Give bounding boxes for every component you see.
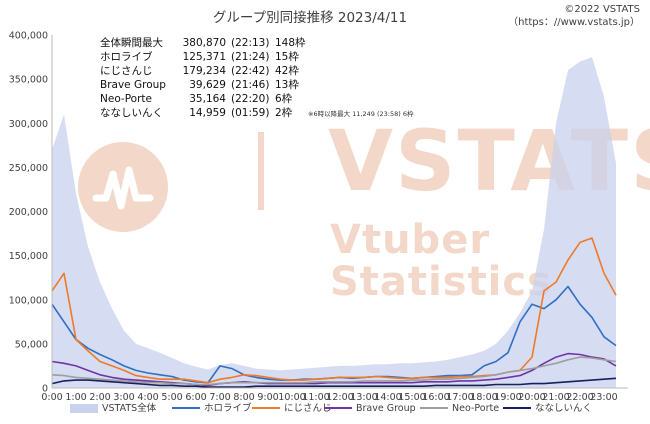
series-line-brave-group <box>51 352 617 387</box>
stats-time: (22:13) <box>231 37 269 49</box>
stats-slots: 2枠 <box>275 106 293 119</box>
x-tick-label: 1:00 <box>65 392 86 403</box>
x-tick-label: 7:00 <box>209 392 230 403</box>
x-tick-label: 18:00 <box>470 392 497 403</box>
x-tick-label: 3:00 <box>113 392 134 403</box>
watermark-logo-icon <box>78 142 168 232</box>
stats-row-hololive: ホロライブ 125,371 (21:24) 15枠 <box>100 50 299 63</box>
x-tick-label: 9:00 <box>257 392 278 403</box>
legend-label: Neo-Porte <box>452 403 499 414</box>
legend-swatch <box>70 404 98 413</box>
legend-item-nijisanji: にじさんじ <box>252 403 332 414</box>
x-tick-label: 13:00 <box>350 392 377 403</box>
legend-item-total: VSTATS全体 <box>70 402 157 414</box>
stats-time: (01:59) <box>231 107 269 119</box>
x-tick-label: 21:00 <box>542 392 569 403</box>
legend-label: Brave Group <box>356 403 416 414</box>
x-tick-label: 12:00 <box>326 392 353 403</box>
legend-item-nanashi-inc: ななしいんく <box>503 403 592 414</box>
legend-item-brave-group: Brave Group <box>324 403 416 414</box>
stats-slots: 15枠 <box>275 50 299 63</box>
series-area-total <box>52 57 616 388</box>
stats-slots: 42枠 <box>275 64 299 77</box>
stats-slots: 6枠 <box>275 92 293 105</box>
stats-row-brave-group: Brave Group 39,629 (21:46) 13枠 <box>100 78 299 91</box>
stats-note: ※6時以降最大 11,249 (23:58) 6枠 <box>308 109 414 118</box>
stats-value: 380,870 <box>183 37 226 49</box>
stats-row-neo-porte: Neo-Porte 35,164 (22:20) 6枠 <box>100 92 293 105</box>
site-url-text: （https：//www.vstats.jp） <box>508 16 640 28</box>
x-tick-label: 10:00 <box>278 392 305 403</box>
stats-row-nanashi-inc: ななしいんく 14,959 (01:59) 2枠 <box>100 106 293 119</box>
chart-title: グループ別同接推移 2023/4/11 <box>213 9 407 26</box>
stats-label: Neo-Porte <box>100 93 152 105</box>
y-tick-label: 250,000 <box>9 163 48 174</box>
x-axis: 0:00 1:00 2:00 3:00 4:00 5:00 6:00 7:00 8:00 9:00… <box>41 387 628 403</box>
x-tick-label: 4:00 <box>137 392 158 403</box>
stats-value: 179,234 <box>183 65 227 77</box>
stats-time: (21:46) <box>231 79 269 91</box>
y-tick-label: 200,000 <box>9 207 48 218</box>
x-tick-label: 2:00 <box>89 392 110 403</box>
x-tick-label: 15:00 <box>398 392 425 403</box>
y-tick-label: 150,000 <box>9 251 48 262</box>
x-tick-label: 20:00 <box>518 392 545 403</box>
x-tick-label: 5:00 <box>161 392 182 403</box>
stats-time: (22:20) <box>231 93 269 105</box>
legend-label: ななしいんく <box>535 403 592 414</box>
y-tick-label: 300,000 <box>9 119 48 130</box>
x-tick-label: 23:00 <box>590 392 617 403</box>
x-tick-label: 14:00 <box>374 392 401 403</box>
stats-slots: 13枠 <box>275 78 299 91</box>
stats-value: 39,629 <box>189 79 226 91</box>
stats-label: ななしいんく <box>100 107 163 119</box>
x-tick-label: 17:00 <box>446 392 473 403</box>
stats-value: 14,959 <box>189 107 226 119</box>
x-tick-label: 6:00 <box>185 392 206 403</box>
stats-value: 35,164 <box>189 93 226 105</box>
x-tick-label: 11:00 <box>302 392 329 403</box>
y-tick-label: 50,000 <box>15 339 48 350</box>
x-tick-label: 16:00 <box>422 392 449 403</box>
stats-label: 全体瞬間最大 <box>100 36 163 49</box>
series-line-neo-porte <box>51 356 617 386</box>
plot-area <box>51 57 617 388</box>
legend-label: ホロライブ <box>204 402 252 414</box>
x-tick-label: 22:00 <box>566 392 593 403</box>
y-tick-label: 0 <box>42 384 48 395</box>
x-tick-label: 0:00 <box>41 392 62 403</box>
y-tick-label: 100,000 <box>9 295 48 306</box>
stats-label: ホロライブ <box>100 50 153 63</box>
y-axis: 400,000 350,000 300,000 250,000 200,000 150,0… <box>9 31 53 395</box>
copyright-text: ©2022 VSTATS <box>564 4 640 15</box>
stats-label: にじさんじ <box>100 65 153 77</box>
stats-time: (21:24) <box>231 51 269 63</box>
y-tick-label: 400,000 <box>9 31 48 42</box>
stats-row-nijisanji: にじさんじ 179,234 (22:42) 42枠 <box>100 64 299 77</box>
legend-item-hololive: ホロライブ <box>172 402 252 414</box>
stats-table-bg <box>96 34 452 122</box>
legend-item-neo-porte: Neo-Porte <box>420 403 499 414</box>
legend-label: VSTATS全体 <box>102 402 157 414</box>
series-line-nanashi-inc <box>51 377 617 388</box>
stats-row-total: 全体瞬間最大 380,870 (22:13) 148枠 <box>100 36 306 49</box>
watermark-divider <box>258 132 264 210</box>
watermark-line1: Vtuber <box>330 217 490 263</box>
stats-value: 125,371 <box>183 51 226 63</box>
stats-time: (22:42) <box>231 65 269 77</box>
x-tick-label: 19:00 <box>494 392 521 403</box>
legend-label: にじさんじ <box>284 403 332 414</box>
series-line-nijisanji <box>51 237 617 384</box>
x-tick-label: 8:00 <box>233 392 254 403</box>
legend: VSTATS全体 ホロライブ にじさんじ Brave Group Neo-Porte なな… <box>70 402 592 414</box>
y-tick-label: 350,000 <box>9 75 48 86</box>
stats-slots: 148枠 <box>275 36 306 49</box>
watermark-line2: Statistics <box>330 259 552 305</box>
stats-label: Brave Group <box>100 79 166 91</box>
